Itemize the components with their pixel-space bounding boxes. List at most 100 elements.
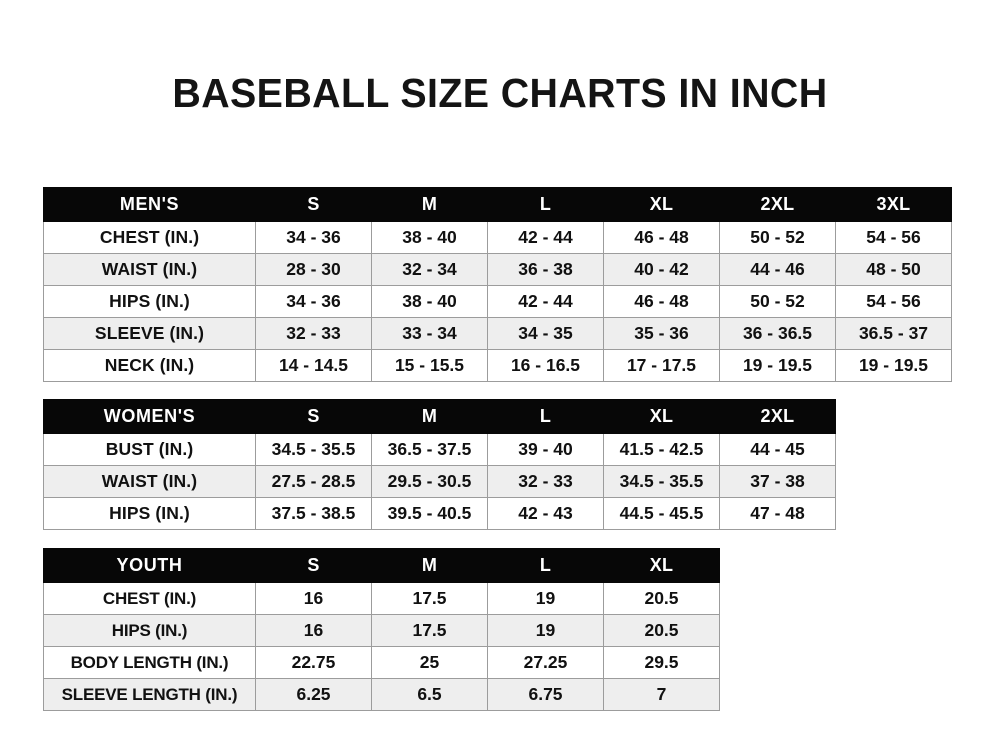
measurement-value: 36.5 - 37.5	[371, 433, 488, 466]
measurement-label: HIPS (IN.)	[43, 497, 256, 530]
measurement-value: 34.5 - 35.5	[255, 433, 372, 466]
column-header-3xl: 3XL	[835, 187, 952, 222]
measurement-value: 46 - 48	[603, 221, 720, 254]
measurement-value: 19 - 19.5	[835, 349, 952, 382]
measurement-value: 17 - 17.5	[603, 349, 720, 382]
measurement-value: 38 - 40	[371, 285, 488, 318]
measurement-value: 39.5 - 40.5	[371, 497, 488, 530]
measurement-value: 33 - 34	[371, 317, 488, 350]
column-header-l: L	[487, 187, 604, 222]
measurement-label: WAIST (IN.)	[43, 253, 256, 286]
measurement-label: CHEST (IN.)	[43, 582, 256, 615]
measurement-value: 17.5	[371, 582, 488, 615]
womens-size-table: WOMEN'S S M L XL 2XL BUST (IN.) 34.5 - 35.5 36.5…	[43, 399, 836, 530]
column-header-s: S	[255, 548, 372, 583]
table-row: BODY LENGTH (IN.) 22.75 25 27.25 29.5	[43, 646, 720, 679]
measurement-value: 44 - 46	[719, 253, 836, 286]
measurement-label: WAIST (IN.)	[43, 465, 256, 498]
measurement-value: 34 - 35	[487, 317, 604, 350]
table-row: CHEST (IN.) 34 - 36 38 - 40 42 - 44 46 - 48 5…	[43, 221, 952, 254]
measurement-value: 19	[487, 582, 604, 615]
table-row: SLEEVE LENGTH (IN.) 6.25 6.5 6.75 7	[43, 678, 720, 711]
column-header-l: L	[487, 548, 604, 583]
measurement-value: 22.75	[255, 646, 372, 679]
column-header-2xl: 2XL	[719, 187, 836, 222]
table-row: NECK (IN.) 14 - 14.5 15 - 15.5 16 - 16.5 17 …	[43, 349, 952, 382]
column-header-xl: XL	[603, 399, 720, 434]
measurement-label: SLEEVE LENGTH (IN.)	[43, 678, 256, 711]
column-header-m: M	[371, 187, 488, 222]
table-header-row: WOMEN'S S M L XL 2XL	[43, 399, 836, 434]
measurement-value: 40 - 42	[603, 253, 720, 286]
measurement-value: 7	[603, 678, 720, 711]
table-row: WAIST (IN.) 28 - 30 32 - 34 36 - 38 40 - 42 4…	[43, 253, 952, 286]
measurement-value: 50 - 52	[719, 285, 836, 318]
measurement-value: 19	[487, 614, 604, 647]
measurement-label: NECK (IN.)	[43, 349, 256, 382]
measurement-value: 39 - 40	[487, 433, 604, 466]
measurement-value: 48 - 50	[835, 253, 952, 286]
measurement-value: 20.5	[603, 614, 720, 647]
measurement-value: 36.5 - 37	[835, 317, 952, 350]
measurement-value: 44 - 45	[719, 433, 836, 466]
mens-size-table: MEN'S S M L XL 2XL 3XL CHEST (IN.) 34 - 36 38 - 4…	[43, 187, 952, 382]
column-header-s: S	[255, 187, 372, 222]
measurement-value: 20.5	[603, 582, 720, 615]
measurement-value: 41.5 - 42.5	[603, 433, 720, 466]
measurement-value: 37.5 - 38.5	[255, 497, 372, 530]
table-header-row: MEN'S S M L XL 2XL 3XL	[43, 187, 952, 222]
measurement-value: 15 - 15.5	[371, 349, 488, 382]
column-header-m: M	[371, 399, 488, 434]
measurement-value: 32 - 33	[255, 317, 372, 350]
table-header-row: YOUTH S M L XL	[43, 548, 720, 583]
measurement-value: 17.5	[371, 614, 488, 647]
measurement-value: 34 - 36	[255, 285, 372, 318]
measurement-value: 16	[255, 582, 372, 615]
measurement-value: 29.5	[603, 646, 720, 679]
measurement-value: 42 - 44	[487, 285, 604, 318]
measurement-value: 47 - 48	[719, 497, 836, 530]
measurement-label: HIPS (IN.)	[43, 285, 256, 318]
measurement-label: BUST (IN.)	[43, 433, 256, 466]
measurement-value: 54 - 56	[835, 285, 952, 318]
measurement-value: 27.5 - 28.5	[255, 465, 372, 498]
table-title-youth: YOUTH	[43, 548, 256, 583]
measurement-value: 50 - 52	[719, 221, 836, 254]
table-title-womens: WOMEN'S	[43, 399, 256, 434]
column-header-xl: XL	[603, 548, 720, 583]
table-row: HIPS (IN.) 34 - 36 38 - 40 42 - 44 46 - 48 50…	[43, 285, 952, 318]
table-title-mens: MEN'S	[43, 187, 256, 222]
measurement-value: 32 - 34	[371, 253, 488, 286]
measurement-label: HIPS (IN.)	[43, 614, 256, 647]
measurement-value: 28 - 30	[255, 253, 372, 286]
measurement-value: 42 - 43	[487, 497, 604, 530]
measurement-value: 34.5 - 35.5	[603, 465, 720, 498]
measurement-value: 42 - 44	[487, 221, 604, 254]
measurement-value: 36 - 36.5	[719, 317, 836, 350]
column-header-l: L	[487, 399, 604, 434]
table-row: SLEEVE (IN.) 32 - 33 33 - 34 34 - 35 35 - 36…	[43, 317, 952, 350]
measurement-value: 6.25	[255, 678, 372, 711]
column-header-m: M	[371, 548, 488, 583]
measurement-label: CHEST (IN.)	[43, 221, 256, 254]
measurement-value: 6.5	[371, 678, 488, 711]
measurement-label: BODY LENGTH (IN.)	[43, 646, 256, 679]
table-row: WAIST (IN.) 27.5 - 28.5 29.5 - 30.5 32 - 33…	[43, 465, 836, 498]
measurement-value: 32 - 33	[487, 465, 604, 498]
column-header-2xl: 2XL	[719, 399, 836, 434]
measurement-value: 54 - 56	[835, 221, 952, 254]
measurement-value: 6.75	[487, 678, 604, 711]
measurement-value: 19 - 19.5	[719, 349, 836, 382]
measurement-value: 14 - 14.5	[255, 349, 372, 382]
measurement-value: 34 - 36	[255, 221, 372, 254]
youth-size-table: YOUTH S M L XL CHEST (IN.) 16 17.5 19 20.5 HIPS (I…	[43, 548, 720, 711]
table-row: BUST (IN.) 34.5 - 35.5 36.5 - 37.5 39 - 40 4…	[43, 433, 836, 466]
measurement-value: 25	[371, 646, 488, 679]
table-row: HIPS (IN.) 16 17.5 19 20.5	[43, 614, 720, 647]
table-row: CHEST (IN.) 16 17.5 19 20.5	[43, 582, 720, 615]
measurement-value: 29.5 - 30.5	[371, 465, 488, 498]
measurement-value: 37 - 38	[719, 465, 836, 498]
measurement-value: 44.5 - 45.5	[603, 497, 720, 530]
table-row: HIPS (IN.) 37.5 - 38.5 39.5 - 40.5 42 - 43 4…	[43, 497, 836, 530]
